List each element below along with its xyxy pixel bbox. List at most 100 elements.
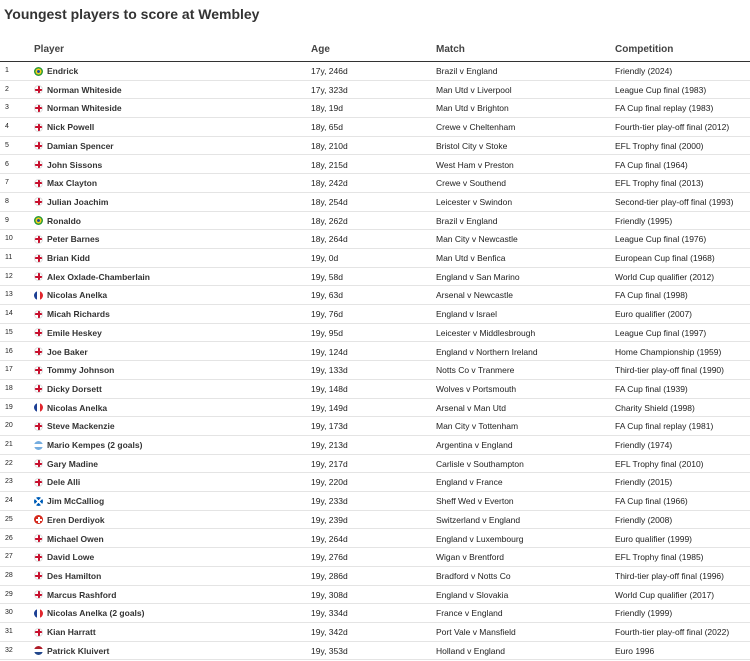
competition: Euro qualifier (1999) (615, 533, 693, 544)
table-row: 17 Tommy Johnson 19y, 133d Notts Co v Tranm… (0, 361, 750, 380)
age: 19y, 0d (311, 253, 339, 263)
player-name: Damian Spencer (47, 140, 114, 151)
flag-icon (34, 85, 43, 95)
age: 19y, 124d (311, 346, 348, 357)
age: 18y, 65d (311, 122, 343, 133)
table-row: 7 Max Clayton 18y, 242d Crewe v Southend EFL… (0, 174, 750, 193)
age: 19y, 76d (311, 309, 343, 320)
rank: 28 (5, 571, 13, 579)
flag-icon (34, 534, 43, 543)
competition: Second-tier play-off final (1993) (615, 196, 734, 207)
age: 19y, 342d (311, 627, 348, 637)
match: Port Vale v Mansfield (436, 627, 516, 637)
age: 19y, 173d (311, 421, 348, 432)
match: Sheff Wed v Everton (436, 496, 514, 507)
competition: FA Cup final (1939) (615, 383, 688, 394)
flag-icon (34, 477, 43, 487)
competition: League Cup final (1983) (615, 84, 707, 95)
flag-icon (34, 216, 43, 226)
match: Arsenal v Man Utd (436, 402, 506, 413)
player-name: Nicolas Anelka (47, 290, 108, 301)
table-row: 22 Gary Madine 19y, 217d Carlisle v Southam… (0, 455, 750, 474)
match: England v San Marino (436, 271, 520, 282)
table-row: 30 Nicolas Anelka (2 goals) 19y, 334d Franc… (0, 604, 750, 623)
table-row: 8 Julian Joachim 18y, 254d Leicester v Swin… (0, 193, 750, 212)
flag-icon (34, 384, 43, 394)
player-name: Dicky Dorsett (47, 383, 102, 394)
column-header: Match (436, 44, 465, 55)
table-row: 3 Norman Whiteside 18y, 19d Man Utd v Brigh… (0, 99, 750, 119)
player-name: Ronaldo (47, 215, 81, 226)
flag-icon (34, 403, 43, 413)
rank: 21 (5, 441, 13, 448)
match: Arsenal v Newcastle (436, 290, 514, 301)
rank: 10 (5, 235, 13, 243)
table-row: 26 Michael Owen 19y, 264d England v Luxembo… (0, 530, 750, 549)
rank: 19 (5, 403, 13, 411)
column-header: Competition (615, 44, 674, 55)
competition: World Cup qualifier (2012) (615, 271, 715, 282)
player-name: Alex Oxlade-Chamberlain (47, 271, 150, 282)
player-name: Nicolas Anelka (2 goals) (47, 608, 145, 619)
match: Man Utd v Brighton (436, 103, 509, 114)
table-row: 28 Des Hamilton 19y, 286d Bradford v Notts … (0, 567, 750, 586)
player-name: Jim McCalliog (47, 496, 105, 507)
player-name: Nicolas Anelka (47, 402, 108, 413)
player-name: Emile Heskey (47, 327, 102, 338)
table-row: 14 Micah Richards 19y, 76d England v Israel… (0, 305, 750, 324)
rank: 27 (5, 553, 13, 561)
flag-icon (34, 234, 43, 244)
rank: 3 (5, 104, 9, 112)
competition: Charity Shield (1998) (615, 402, 695, 413)
rank: 12 (5, 272, 13, 280)
player-name: Peter Barnes (47, 234, 100, 245)
age: 19y, 286d (311, 570, 348, 581)
player-name: Julian Joachim (47, 196, 109, 207)
match: Leicester v Middlesbrough (436, 327, 536, 338)
age: 18y, 19d (311, 103, 343, 114)
match: Crewe v Cheltenham (436, 122, 516, 133)
match: England v Northern Ireland (436, 346, 538, 357)
rank: 32 (5, 646, 13, 654)
age: 19y, 276d (311, 552, 348, 563)
flag-icon (34, 496, 43, 506)
match: West Ham v Preston (436, 159, 514, 170)
competition: Friendly (1999) (615, 608, 673, 619)
flag-icon (34, 122, 43, 132)
age: 18y, 264d (311, 234, 348, 245)
age: 17y, 246d (311, 66, 348, 76)
competition: FA Cup final (1966) (615, 496, 688, 507)
rank: 20 (5, 422, 13, 430)
player-name: Max Clayton (47, 178, 98, 189)
competition: FA Cup final replay (1983) (615, 103, 714, 114)
competition: Euro qualifier (2007) (615, 309, 693, 320)
age: 19y, 133d (311, 365, 348, 376)
age: 19y, 220d (311, 477, 348, 488)
competition: Friendly (2024) (615, 66, 673, 76)
player-name: Eren Derdiyok (47, 514, 105, 525)
match: Bradford v Notts Co (436, 570, 511, 581)
rank: 1 (5, 67, 9, 74)
match: Bristol City v Stoke (436, 140, 508, 151)
age: 19y, 148d (311, 383, 348, 394)
flag-icon (34, 459, 43, 469)
competition: FA Cup final replay (1981) (615, 421, 714, 432)
flag-icon (34, 552, 43, 562)
table-row: 25 Eren Derdiyok 19y, 239d Switzerland v En… (0, 511, 750, 530)
age: 19y, 217d (311, 458, 348, 469)
rank: 9 (5, 216, 9, 224)
table-row: 18 Dicky Dorsett 19y, 148d Wolves v Portsmo… (0, 380, 750, 399)
competition: Fourth-tier play-off final (2022) (615, 627, 730, 637)
player-name: Des Hamilton (47, 570, 102, 581)
age: 19y, 308d (311, 589, 348, 600)
player-name: Gary Madine (47, 458, 99, 469)
rank: 23 (5, 478, 13, 486)
rank: 11 (5, 254, 13, 261)
competition: Third-tier play-off final (1996) (615, 570, 724, 581)
flag-icon (34, 515, 43, 525)
competition: EFL Trophy final (1985) (615, 552, 704, 563)
player-name: John Sissons (47, 159, 103, 170)
match: England v Luxembourg (436, 533, 524, 544)
table-row: 11 Brian Kidd 19y, 0d Man Utd v Benfica Euro… (0, 249, 750, 268)
